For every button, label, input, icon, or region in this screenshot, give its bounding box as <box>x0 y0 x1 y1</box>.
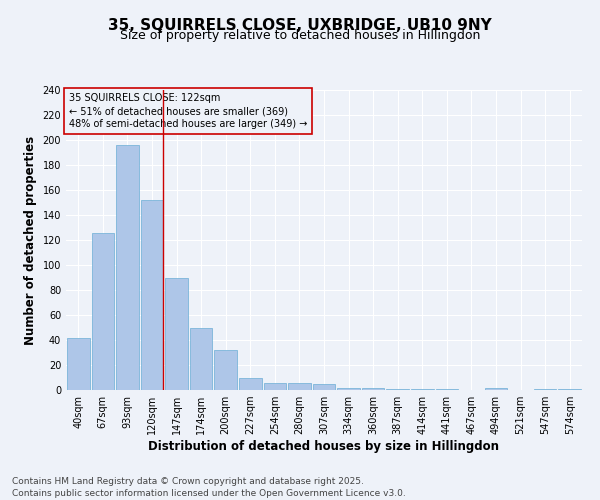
Bar <box>165 278 188 390</box>
Text: Contains HM Land Registry data © Crown copyright and database right 2025.
Contai: Contains HM Land Registry data © Crown c… <box>12 476 406 498</box>
Bar <box>313 384 335 390</box>
Bar <box>214 350 237 390</box>
Y-axis label: Number of detached properties: Number of detached properties <box>24 136 37 344</box>
Bar <box>411 389 434 390</box>
Bar <box>92 232 114 390</box>
Bar <box>140 200 163 390</box>
Text: 35 SQUIRRELS CLOSE: 122sqm
← 51% of detached houses are smaller (369)
48% of sem: 35 SQUIRRELS CLOSE: 122sqm ← 51% of deta… <box>68 93 307 130</box>
Bar <box>239 378 262 390</box>
Bar <box>559 389 581 390</box>
Bar <box>116 145 139 390</box>
Bar <box>362 388 385 390</box>
X-axis label: Distribution of detached houses by size in Hillingdon: Distribution of detached houses by size … <box>149 440 499 453</box>
Text: Size of property relative to detached houses in Hillingdon: Size of property relative to detached ho… <box>120 29 480 42</box>
Bar <box>190 328 212 390</box>
Bar <box>534 389 556 390</box>
Bar <box>67 338 89 390</box>
Bar <box>337 388 360 390</box>
Bar <box>263 382 286 390</box>
Bar <box>288 382 311 390</box>
Bar <box>436 389 458 390</box>
Bar <box>485 388 508 390</box>
Bar <box>386 389 409 390</box>
Text: 35, SQUIRRELS CLOSE, UXBRIDGE, UB10 9NY: 35, SQUIRRELS CLOSE, UXBRIDGE, UB10 9NY <box>108 18 492 32</box>
